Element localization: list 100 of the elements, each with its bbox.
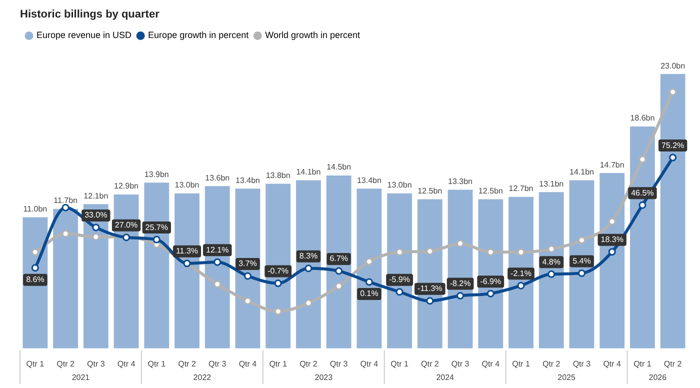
- x-tick-label: Qtr 3: [330, 359, 348, 368]
- data-label: -0.7%: [268, 266, 289, 276]
- x-tick-label: Qtr 4: [238, 359, 258, 368]
- text: 2024: [436, 373, 455, 382]
- data-label: 13.4bn: [235, 176, 260, 185]
- data-label: 25.7%: [145, 222, 168, 232]
- point: [62, 204, 70, 212]
- legend-label: Europe growth in percent: [148, 30, 250, 40]
- x-tick-label: Qtr 4: [360, 359, 379, 368]
- data-label: 11.0bn: [23, 204, 48, 214]
- x-tick-label: Qtr 4: [603, 359, 622, 368]
- point: [214, 280, 222, 288]
- x-tick-label: Qtr 2: [421, 359, 440, 368]
- x-tick-label: Qtr 1: [148, 359, 166, 368]
- data-label: 8.6%: [26, 275, 44, 284]
- point: [365, 278, 373, 286]
- point: [426, 248, 434, 256]
- x-tick-label: Qtr 3: [208, 359, 227, 368]
- point: [426, 297, 434, 305]
- x-tick-label: Qtr 2: [664, 359, 682, 368]
- point: [396, 288, 404, 296]
- bar: [53, 208, 78, 348]
- data-label: 12.7bn: [508, 184, 534, 194]
- x-tick-label: Qtr 2: [56, 359, 75, 368]
- point: [274, 308, 282, 316]
- point: [214, 258, 222, 266]
- point: [669, 88, 677, 96]
- x-tick-label: Qtr 3: [87, 359, 106, 368]
- text: 2022: [193, 373, 212, 382]
- legend-label: World growth in percent: [265, 30, 360, 40]
- point: [456, 240, 464, 248]
- data-label: 11.3%: [176, 246, 198, 256]
- data-label: 8.3%: [299, 252, 318, 261]
- data-label: 23.0bn: [660, 61, 686, 70]
- x-tick-label: Qtr 4: [482, 359, 500, 368]
- data-label: -8.2%: [450, 278, 471, 288]
- point: [244, 272, 252, 280]
- data-label: 14.5bn: [326, 162, 352, 172]
- data-label: 12.9bn: [114, 182, 139, 191]
- x-tick-label: Qtr 2: [178, 359, 196, 368]
- data-label: 4.8%: [542, 257, 560, 266]
- point: [62, 230, 70, 238]
- data-label: 6.7%: [330, 254, 348, 264]
- point: [335, 267, 343, 275]
- data-label: 13.6bn: [205, 173, 230, 182]
- text: 2023: [314, 373, 334, 382]
- point: [396, 248, 404, 256]
- data-label: 3.7%: [238, 259, 257, 268]
- point: [456, 292, 464, 300]
- x-tick-label: Qtr 1: [390, 359, 409, 368]
- x-tick-label: Qtr 3: [572, 359, 592, 368]
- x-tick-label: Qtr 1: [26, 359, 45, 368]
- data-label: 14.1bn: [296, 167, 321, 176]
- point: [608, 218, 616, 226]
- point: [548, 270, 556, 278]
- data-label: 13.8bn: [266, 170, 290, 180]
- bar: [296, 180, 321, 348]
- data-label: 18.3%: [600, 235, 624, 244]
- point: [638, 201, 646, 209]
- x-tick-label: Qtr 2: [300, 359, 318, 368]
- point: [578, 236, 586, 244]
- point: [365, 258, 373, 266]
- data-label: -2.1%: [510, 268, 532, 278]
- point: [608, 248, 616, 256]
- point: [31, 264, 39, 272]
- point: [152, 236, 160, 244]
- x-tick-label: Qtr 1: [269, 359, 288, 368]
- data-label: 13.1bn: [539, 179, 564, 188]
- x-tick-label: Qtr 4: [117, 359, 136, 368]
- text: 2025: [558, 373, 576, 382]
- data-label: -6.9%: [480, 276, 502, 286]
- data-label: 14.1bn: [569, 167, 594, 176]
- point: [92, 224, 100, 232]
- point: [578, 269, 586, 277]
- data-label: 12.5bn: [478, 186, 503, 196]
- data-label: 13.0bn: [174, 180, 200, 190]
- data-label: 18.6bn: [630, 114, 655, 123]
- point: [335, 282, 343, 290]
- point: [517, 248, 525, 256]
- point: [304, 299, 312, 307]
- point: [638, 156, 646, 164]
- point: [304, 264, 312, 272]
- point: [244, 297, 252, 305]
- data-label: 12.1bn: [84, 191, 108, 200]
- data-label: 12.1%: [206, 245, 229, 254]
- data-label: 13.9bn: [144, 170, 169, 179]
- data-label: -11.3%: [418, 284, 442, 294]
- x-tick-label: Qtr 1: [512, 359, 530, 368]
- legend-label: Europe revenue in USD: [36, 30, 132, 40]
- x-tick-label: Qtr 2: [542, 359, 561, 368]
- point: [274, 280, 282, 288]
- data-label: 13.3bn: [448, 176, 473, 186]
- chart-title: Historic billings by quarter: [20, 8, 160, 21]
- data-label: 12.5bn: [418, 186, 442, 196]
- data-label: 75.2%: [661, 140, 684, 150]
- point: [486, 248, 494, 256]
- data-label: 11.7bn: [54, 196, 78, 206]
- data-label: 0.1%: [360, 289, 378, 298]
- data-label: 13.0bn: [387, 180, 412, 190]
- data-label: 27.0%: [114, 220, 138, 230]
